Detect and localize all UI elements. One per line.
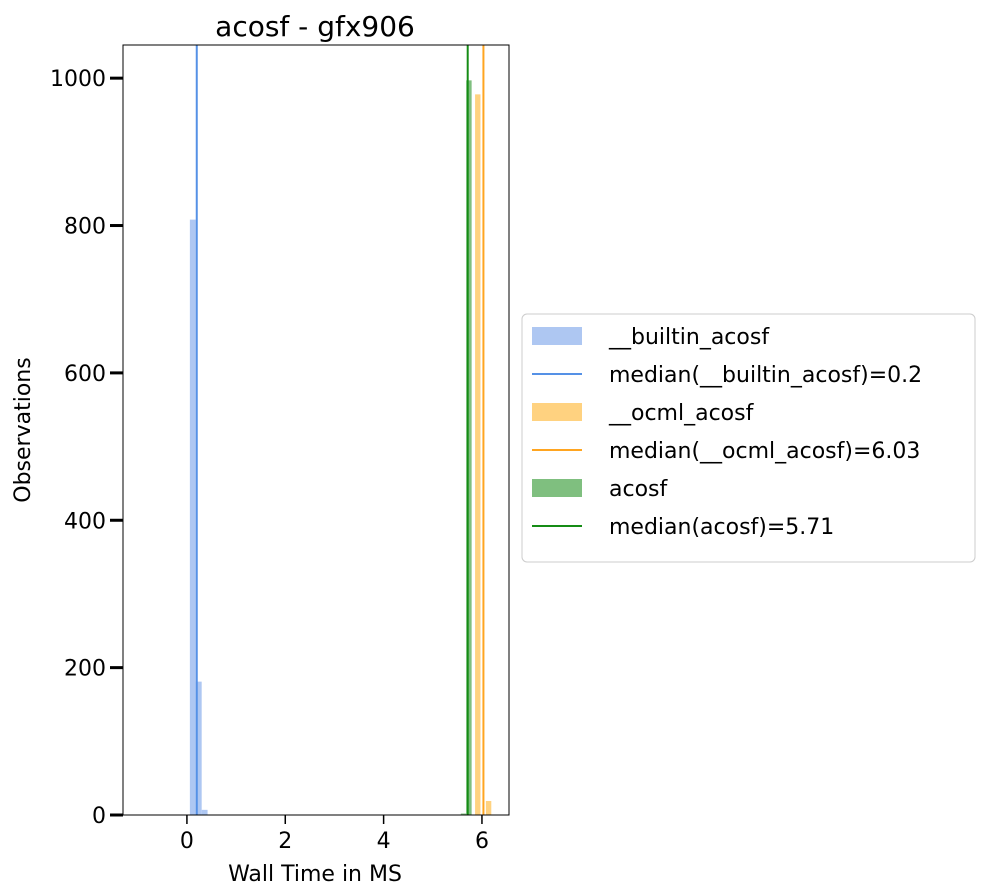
y-tick-label: 200 xyxy=(64,657,106,682)
legend-label: median(__builtin_acosf)=0.2 xyxy=(609,363,922,388)
x-tick-label: 2 xyxy=(278,829,292,854)
y-tick-label: 800 xyxy=(64,215,106,240)
plot-area xyxy=(122,44,510,816)
legend-label: __ocml_acosf xyxy=(608,401,755,426)
x-axis: 0 2 4 6 xyxy=(180,815,489,854)
y-tick-label: 400 xyxy=(64,509,106,534)
y-axis-label: Observations xyxy=(11,357,36,502)
y-tick-label: 600 xyxy=(64,362,106,387)
x-axis-label: Wall Time in MS xyxy=(228,862,402,887)
histogram-bar xyxy=(485,801,492,815)
legend: __builtin_acosf median(__builtin_acosf)=0… xyxy=(521,313,976,563)
legend-swatch xyxy=(532,403,582,421)
histogram-bar xyxy=(475,94,481,816)
histogram-bar xyxy=(201,809,208,815)
legend-label: median(acosf)=5.71 xyxy=(609,515,834,540)
plot-frame xyxy=(122,44,510,816)
x-tick-label: 0 xyxy=(180,829,194,854)
legend-box xyxy=(521,313,976,563)
y-tick-label: 1000 xyxy=(50,67,106,92)
histogram-bar xyxy=(460,813,467,815)
histogram-bar xyxy=(195,681,202,815)
histogram-bar xyxy=(466,80,472,816)
y-axis: 0 200 400 600 800 1000 xyxy=(50,67,123,829)
x-tick-label: 4 xyxy=(377,829,391,854)
chart-title: acosf - gfx906 xyxy=(215,10,415,43)
legend-label: __builtin_acosf xyxy=(608,325,770,350)
histogram-bar xyxy=(189,219,196,815)
legend-swatch xyxy=(532,327,582,345)
legend-swatch xyxy=(532,479,582,497)
x-tick-label: 6 xyxy=(475,829,489,854)
y-tick-label: 0 xyxy=(92,804,106,829)
legend-label: acosf xyxy=(609,477,668,502)
legend-label: median(__ocml_acosf)=6.03 xyxy=(609,439,920,464)
